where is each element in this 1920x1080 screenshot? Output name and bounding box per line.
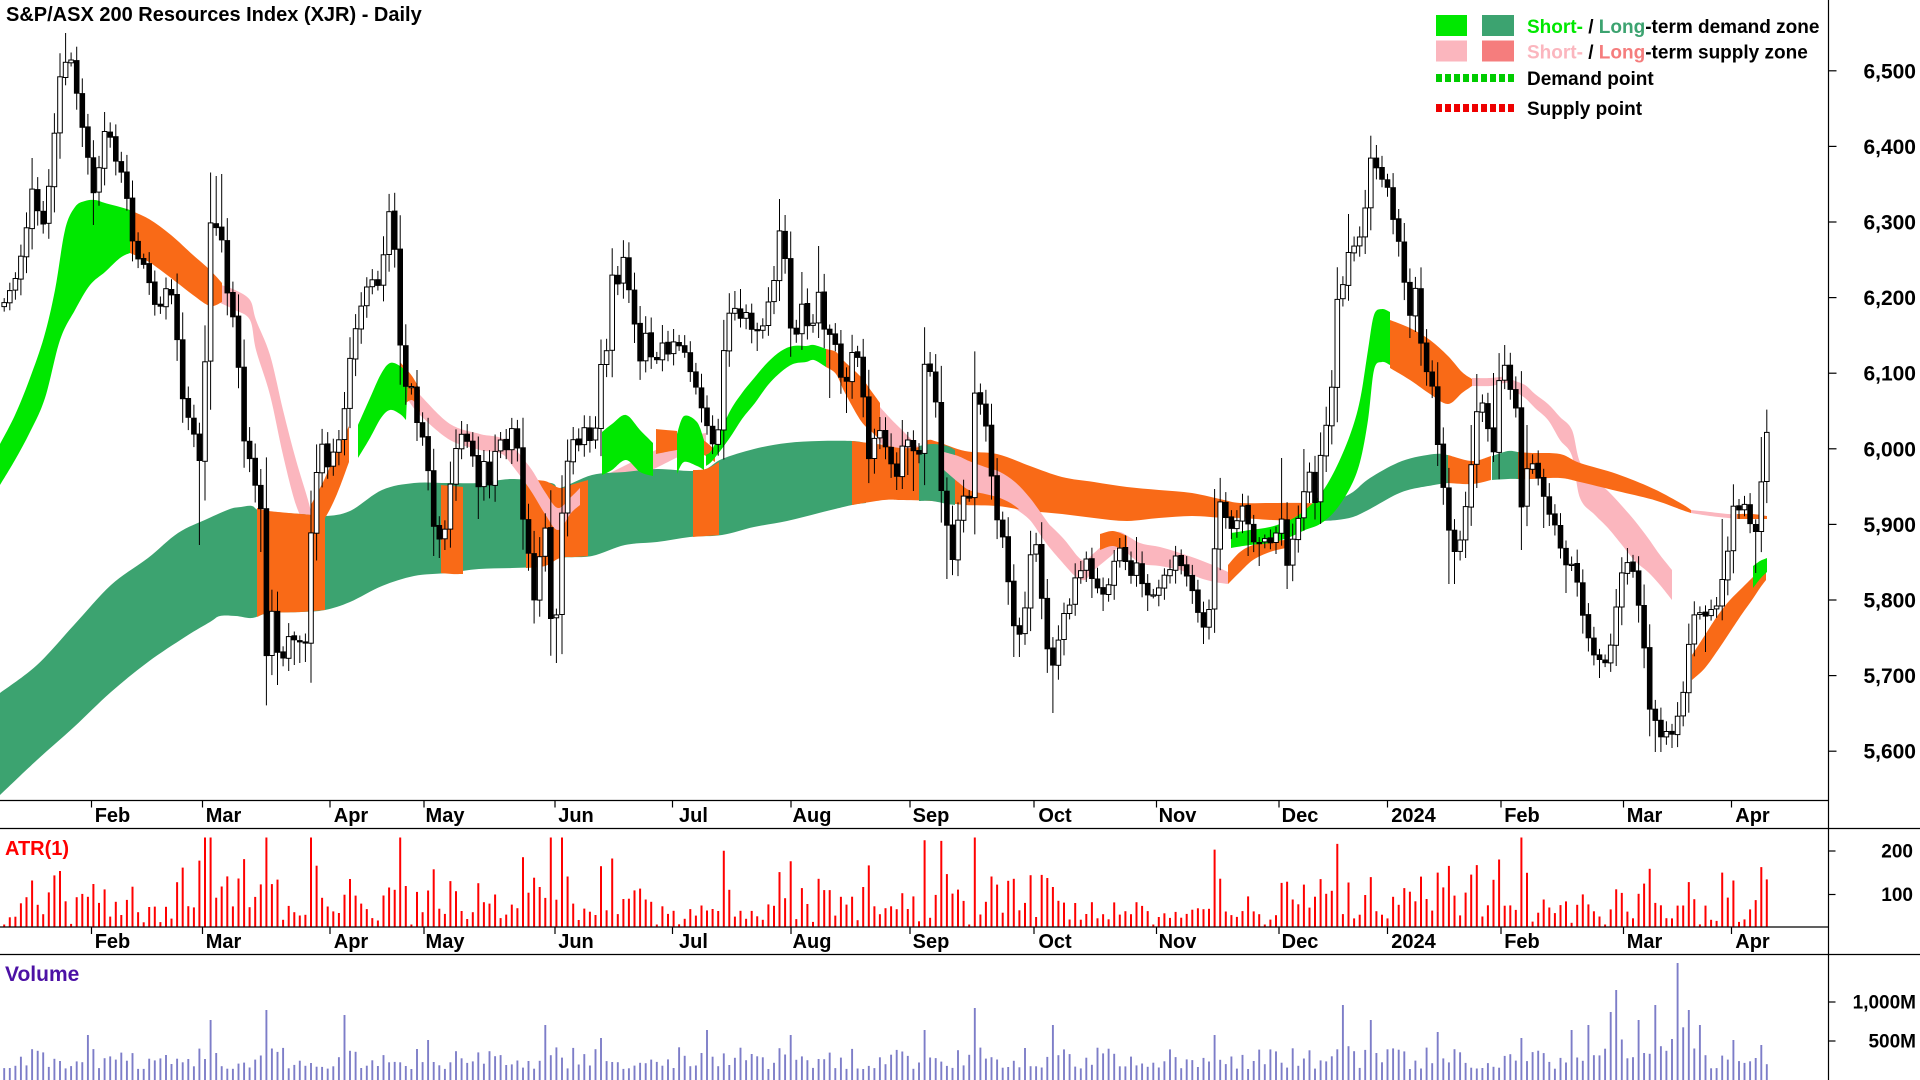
svg-text:2024: 2024 xyxy=(1391,931,1436,953)
svg-text:Oct: Oct xyxy=(1038,931,1072,953)
svg-text:Jun: Jun xyxy=(558,805,594,827)
svg-text:Feb: Feb xyxy=(1504,931,1540,953)
svg-text:Aug: Aug xyxy=(793,805,832,827)
svg-text:Volume: Volume xyxy=(5,963,79,986)
svg-text:Jun: Jun xyxy=(558,931,594,953)
svg-text:Mar: Mar xyxy=(1627,931,1663,953)
svg-text:S&P/ASX 200 Resources Index (X: S&P/ASX 200 Resources Index (XJR) - Dail… xyxy=(6,4,423,26)
svg-text:500M: 500M xyxy=(1868,1032,1916,1053)
svg-text:Demand point: Demand point xyxy=(1527,69,1654,90)
svg-text:Mar: Mar xyxy=(206,931,242,953)
svg-text:Jul: Jul xyxy=(679,805,708,827)
svg-text:5,600: 5,600 xyxy=(1863,741,1916,764)
svg-text:Feb: Feb xyxy=(95,931,131,953)
svg-text:6,500: 6,500 xyxy=(1863,60,1916,83)
svg-text:Apr: Apr xyxy=(1735,931,1770,953)
svg-text:Mar: Mar xyxy=(1627,805,1663,827)
svg-text:Dec: Dec xyxy=(1282,805,1319,827)
svg-text:2024: 2024 xyxy=(1391,805,1436,827)
svg-text:Short- / Long-term demand zone: Short- / Long-term demand zone xyxy=(1527,17,1819,38)
svg-text:Nov: Nov xyxy=(1159,805,1198,827)
svg-text:6,400: 6,400 xyxy=(1863,136,1916,159)
svg-text:Apr: Apr xyxy=(334,805,369,827)
svg-text:May: May xyxy=(426,805,466,827)
svg-text:May: May xyxy=(426,931,466,953)
svg-text:6,100: 6,100 xyxy=(1863,363,1916,386)
svg-text:200: 200 xyxy=(1881,842,1913,863)
svg-text:5,800: 5,800 xyxy=(1863,590,1916,613)
svg-text:Apr: Apr xyxy=(1735,805,1770,827)
svg-text:100: 100 xyxy=(1881,885,1913,906)
svg-text:Nov: Nov xyxy=(1159,931,1198,953)
svg-text:Jul: Jul xyxy=(679,931,708,953)
svg-text:Supply point: Supply point xyxy=(1527,99,1643,120)
svg-text:1,000M: 1,000M xyxy=(1853,993,1916,1014)
svg-text:6,200: 6,200 xyxy=(1863,287,1916,310)
svg-text:Sep: Sep xyxy=(913,931,950,953)
svg-text:Feb: Feb xyxy=(1504,805,1540,827)
svg-text:Sep: Sep xyxy=(913,805,950,827)
svg-text:ATR(1): ATR(1) xyxy=(5,838,69,860)
svg-text:6,300: 6,300 xyxy=(1863,212,1916,235)
svg-text:5,700: 5,700 xyxy=(1863,665,1916,688)
svg-text:Mar: Mar xyxy=(206,805,242,827)
svg-text:Aug: Aug xyxy=(793,931,832,953)
svg-text:Short- / Long-term supply zone: Short- / Long-term supply zone xyxy=(1527,43,1808,64)
svg-text:Oct: Oct xyxy=(1038,805,1072,827)
svg-text:6,000: 6,000 xyxy=(1863,438,1916,461)
svg-text:Dec: Dec xyxy=(1282,931,1319,953)
svg-text:Feb: Feb xyxy=(95,805,131,827)
svg-text:Apr: Apr xyxy=(334,931,369,953)
svg-text:5,900: 5,900 xyxy=(1863,514,1916,537)
